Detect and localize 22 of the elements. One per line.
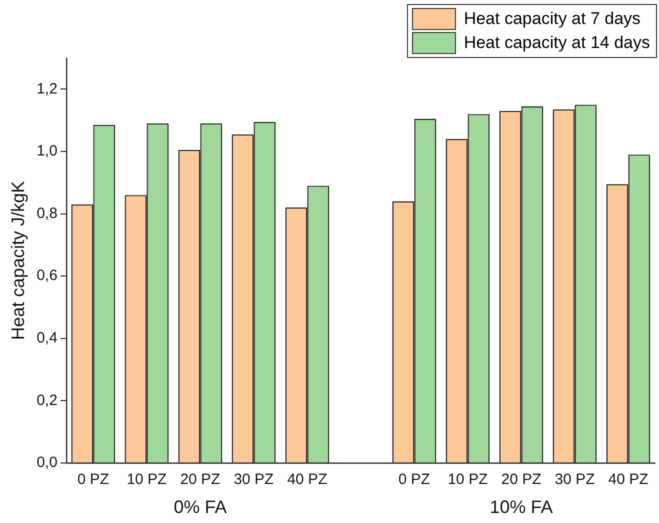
x-tick-label: 0 PZ [77,471,110,488]
x-tick-label: 40 PZ [287,471,328,488]
y-tick-label: 1,0 [36,142,58,160]
x-tick-label: 30 PZ [554,471,595,488]
y-tick-label: 0,4 [36,330,58,347]
x-tick-label: 0 PZ [398,471,430,488]
text: 10% FA [490,496,553,517]
y-tick-label: 1,2 [36,80,58,98]
y-tick-label: 0,2 [36,392,58,409]
y-tick-label: 0,8 [36,204,58,222]
x-tick-label: 20 PZ [501,471,542,488]
x-tick-label: 20 PZ [180,471,220,488]
x-tick-label: 40 PZ [608,471,648,488]
x-tick-label: 10 PZ [126,471,167,488]
y-axis-title: Heat capacity J/kgK [8,180,28,340]
legend-label: Heat capacity at 7 days [464,8,641,30]
x-tick-label: 10 PZ [448,471,488,488]
text: 0% FA [174,496,227,517]
legend-label: Heat capacity at 14 days [464,32,650,54]
x-tick-label: 30 PZ [234,471,274,488]
y-tick-label: 0,6 [36,267,58,284]
y-tick-label: 0,0 [36,454,58,472]
